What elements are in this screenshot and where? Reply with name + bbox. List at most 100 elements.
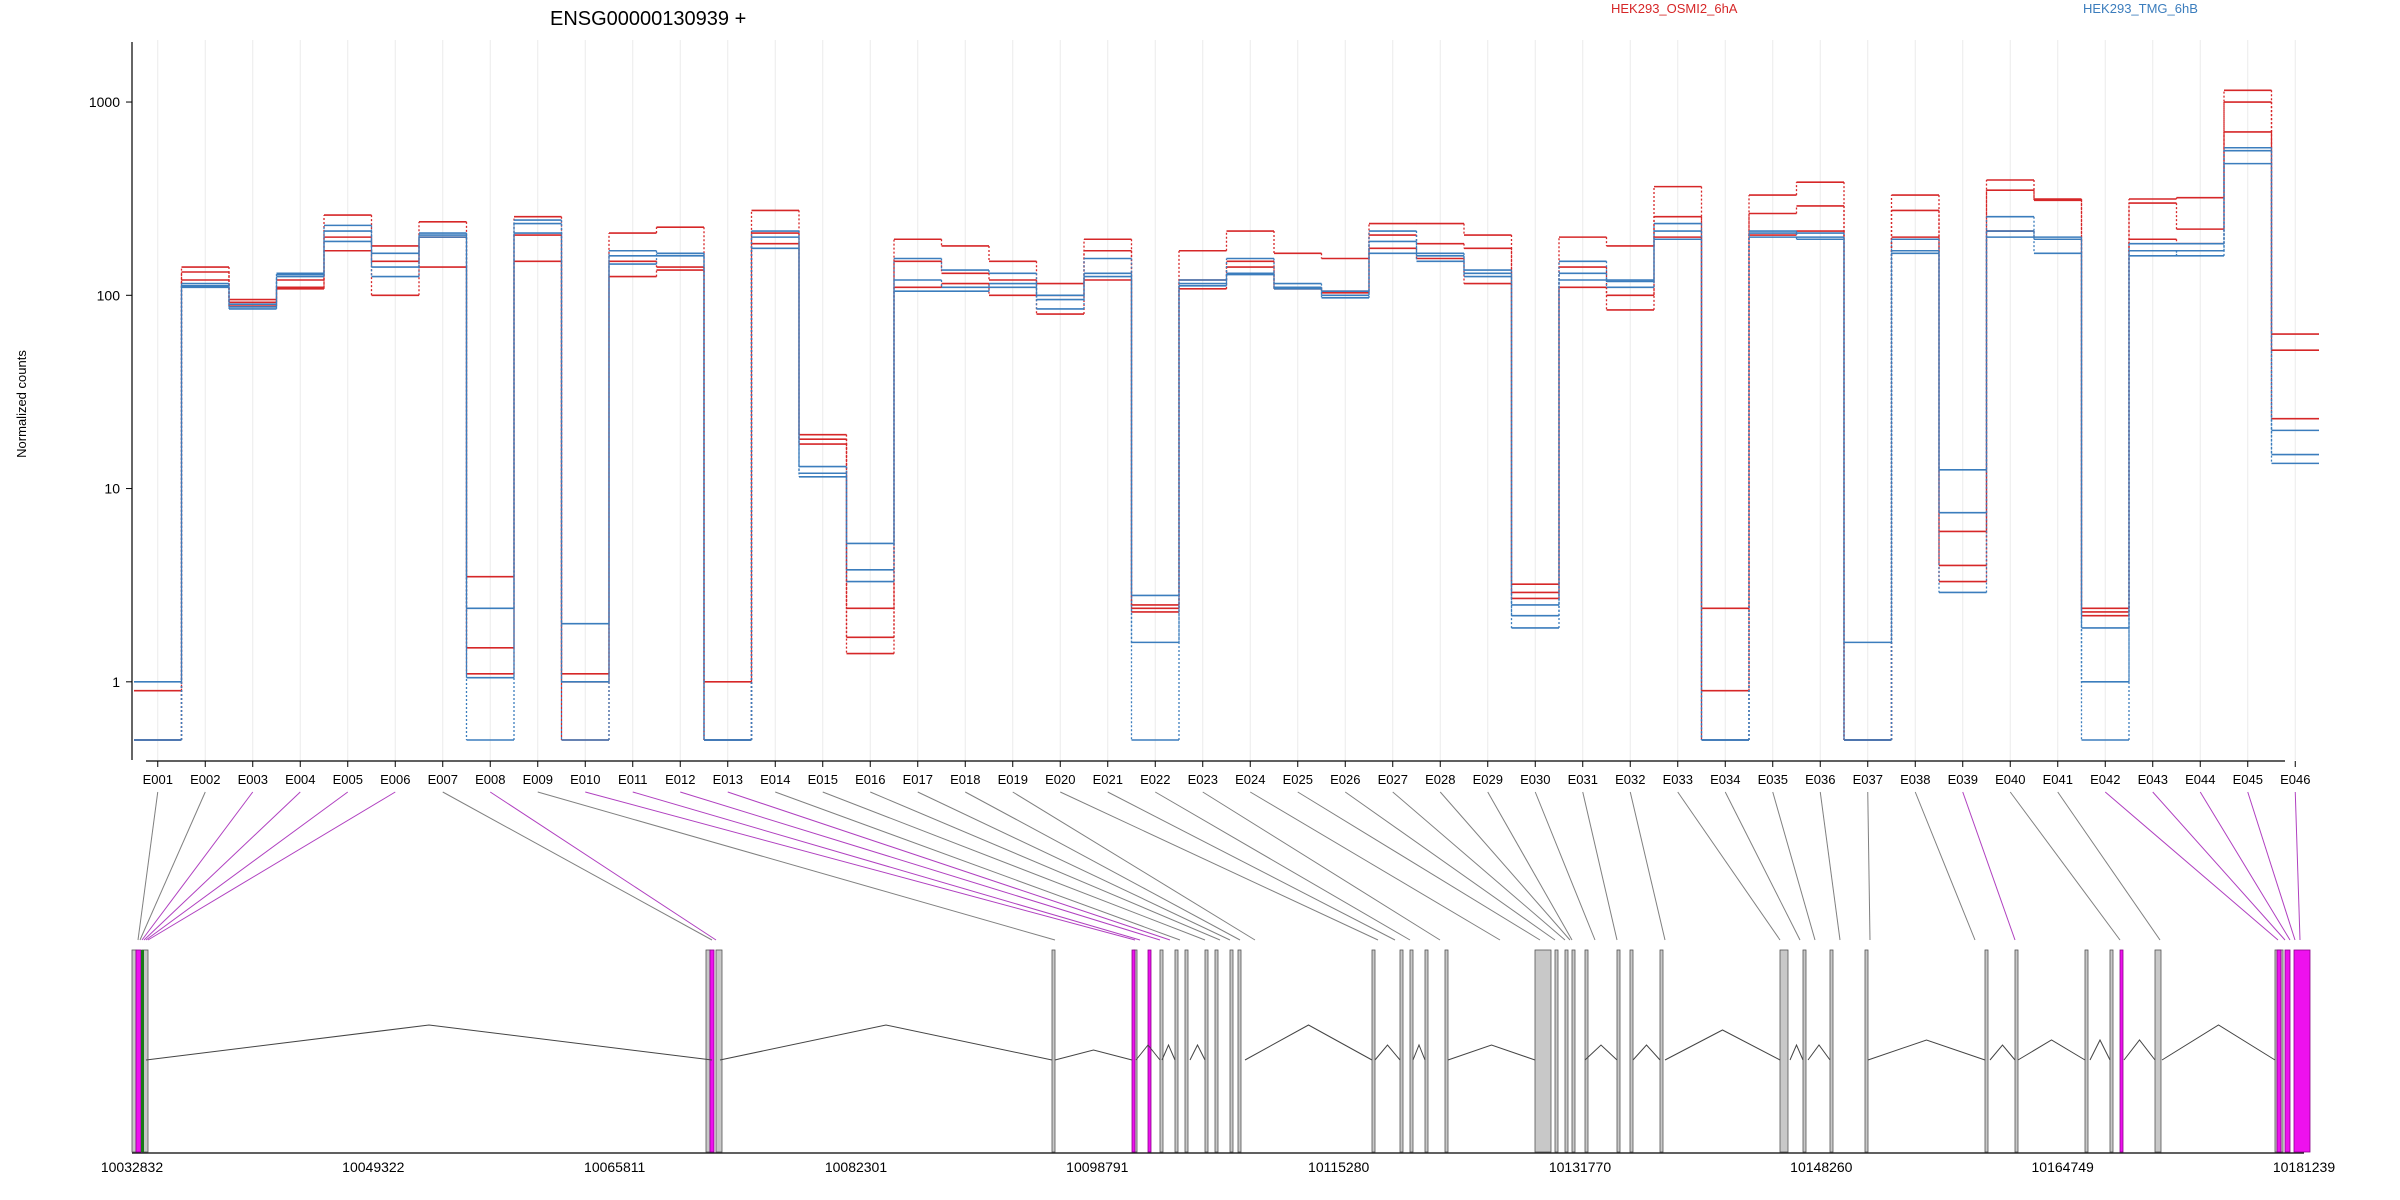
connector-E003 bbox=[141, 791, 254, 941]
intron-8 bbox=[1412, 1043, 1426, 1061]
x-axis: E001 E002 E003 E004 E005 E006 E007 E008 E009 E010… bbox=[143, 760, 2310, 787]
exon-block-14 bbox=[1399, 949, 1404, 1153]
exon-block-20 bbox=[1564, 949, 1569, 1153]
x-tick-label-E016: E016 bbox=[855, 772, 885, 787]
connector-E021 bbox=[1107, 791, 1396, 941]
exon-block-19 bbox=[1554, 949, 1559, 1153]
gridlines bbox=[157, 40, 2296, 760]
connector-E016 bbox=[870, 791, 1221, 941]
exon-block-9 bbox=[1204, 949, 1209, 1153]
connector-E009 bbox=[537, 791, 1056, 941]
exon-block-2 bbox=[705, 949, 711, 1153]
y-axis: 1 10 100 1000 bbox=[89, 42, 133, 760]
x-tick-label-E017: E017 bbox=[903, 772, 933, 787]
intron-1 bbox=[719, 1024, 1053, 1061]
connector-E006 bbox=[147, 791, 396, 941]
x-tick-label-E035: E035 bbox=[1758, 772, 1788, 787]
exon-block-26 bbox=[1779, 949, 1789, 1153]
x-tick-label-E008: E008 bbox=[475, 772, 505, 787]
connector-E025 bbox=[1297, 791, 1541, 941]
intron-17 bbox=[2017, 1039, 2086, 1061]
exon-block-22 bbox=[1584, 949, 1589, 1153]
connector-E015 bbox=[822, 791, 1206, 941]
exon-block-29 bbox=[1864, 949, 1869, 1153]
exon-block-3 bbox=[715, 949, 723, 1153]
connector-E036 bbox=[1819, 791, 1841, 941]
y-tick-label: 1000 bbox=[89, 94, 120, 110]
x-tick-label-E045: E045 bbox=[2233, 772, 2263, 787]
connector-E033 bbox=[1677, 791, 1781, 941]
x-tick-label-E041: E041 bbox=[2043, 772, 2073, 787]
series-HEK293_OSMI2_6hA-2 bbox=[134, 101, 2319, 741]
connector-E028 bbox=[1439, 791, 1571, 941]
gene-model bbox=[131, 949, 2311, 1154]
connector-E032 bbox=[1629, 791, 1666, 941]
x-tick-label-E003: E003 bbox=[238, 772, 268, 787]
coordinate-label: 10065811 bbox=[584, 1159, 645, 1175]
legend-item-tmg: HEK293_TMG_6hB bbox=[2083, 1, 2198, 16]
x-tick-label-E036: E036 bbox=[1805, 772, 1835, 787]
intron-14 bbox=[1807, 1044, 1831, 1061]
connector-E022 bbox=[1154, 791, 1411, 941]
y-axis-label: Normalized counts bbox=[14, 350, 29, 458]
connector-E042 bbox=[2104, 791, 2279, 941]
x-tick-label-E026: E026 bbox=[1330, 772, 1360, 787]
intron-2 bbox=[1054, 1049, 1133, 1061]
x-tick-label-E024: E024 bbox=[1235, 772, 1265, 787]
coordinate-label: 10082301 bbox=[825, 1159, 888, 1175]
connector-E039 bbox=[1962, 791, 2016, 941]
connector-E045 bbox=[2247, 791, 2296, 941]
connector-E027 bbox=[1392, 791, 1566, 941]
intron-15 bbox=[1867, 1039, 1986, 1061]
intron-4 bbox=[1161, 1043, 1176, 1061]
connector-E008 bbox=[489, 791, 717, 941]
x-tick-label-E043: E043 bbox=[2138, 772, 2168, 787]
x-tick-label-E028: E028 bbox=[1425, 772, 1455, 787]
exon-block-10 bbox=[1214, 949, 1219, 1153]
x-tick-label-E005: E005 bbox=[333, 772, 363, 787]
exon-block-21 bbox=[1571, 949, 1576, 1153]
exon-block-31 bbox=[2014, 949, 2019, 1153]
connector-E017 bbox=[917, 791, 1231, 941]
x-tick-label-E032: E032 bbox=[1615, 772, 1645, 787]
coordinate-label: 10131770 bbox=[1549, 1159, 1612, 1175]
coordinate-label: 10148260 bbox=[1790, 1159, 1853, 1175]
exon-block-33 bbox=[2109, 949, 2114, 1153]
intron-10 bbox=[1584, 1044, 1618, 1061]
exon-block-start-marker bbox=[141, 950, 144, 1152]
exon-block-25 bbox=[1659, 949, 1664, 1153]
exon-block-highlight-4 bbox=[2119, 949, 2124, 1153]
x-tick-label-E021: E021 bbox=[1093, 772, 1123, 787]
coordinate-label: 10115280 bbox=[1308, 1159, 1369, 1175]
exon-block-highlight-1 bbox=[709, 949, 715, 1153]
exon-block-0 bbox=[131, 949, 137, 1153]
intron-12 bbox=[1664, 1029, 1781, 1061]
connector-E012 bbox=[680, 791, 1161, 941]
connector-E013 bbox=[727, 791, 1171, 941]
connector-E029 bbox=[1487, 791, 1573, 941]
coordinate-label: 10164749 bbox=[2032, 1159, 2095, 1175]
exon-block-highlight-3 bbox=[1147, 949, 1152, 1153]
intron-3 bbox=[1135, 1044, 1161, 1061]
x-tick-label-E038: E038 bbox=[1900, 772, 1930, 787]
legend-item-osmi2: HEK293_OSMI2_6hA bbox=[1611, 1, 1738, 16]
connector-E043 bbox=[2152, 791, 2286, 941]
exon-block-12 bbox=[1237, 949, 1242, 1153]
x-tick-label-E031: E031 bbox=[1568, 772, 1598, 787]
x-tick-label-E027: E027 bbox=[1378, 772, 1408, 787]
series-HEK293_TMG_6hB-4 bbox=[134, 149, 2319, 741]
x-tick-label-E009: E009 bbox=[523, 772, 553, 787]
x-tick-label-E007: E007 bbox=[428, 772, 458, 787]
exon-block-11 bbox=[1229, 949, 1234, 1153]
exon-block-8 bbox=[1184, 949, 1189, 1153]
x-tick-label-E039: E039 bbox=[1948, 772, 1978, 787]
series-HEK293_OSMI2_6hA-1 bbox=[134, 131, 2319, 741]
exon-block-highlight-0 bbox=[135, 949, 142, 1153]
exon-block-17 bbox=[1444, 949, 1449, 1153]
connector-E023 bbox=[1202, 791, 1441, 941]
connector-E037 bbox=[1867, 791, 1871, 941]
exon-block-6 bbox=[1159, 949, 1164, 1153]
exon-block-13 bbox=[1371, 949, 1376, 1153]
exon-block-34 bbox=[2154, 949, 2162, 1153]
